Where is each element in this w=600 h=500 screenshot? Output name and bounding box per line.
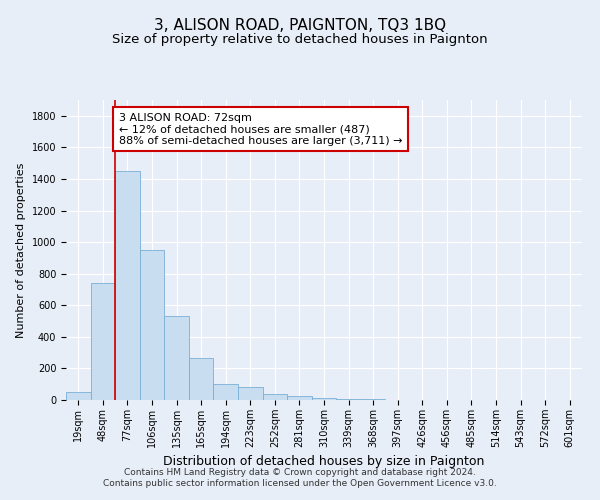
Bar [312, 398, 336, 400]
Bar [164, 316, 189, 400]
Bar [361, 399, 385, 400]
Text: Size of property relative to detached houses in Paignton: Size of property relative to detached ho… [112, 32, 488, 46]
Bar [214, 384, 238, 400]
Text: 3 ALISON ROAD: 72sqm
← 12% of detached houses are smaller (487)
88% of semi-deta: 3 ALISON ROAD: 72sqm ← 12% of detached h… [119, 112, 403, 146]
Bar [66, 392, 91, 400]
Text: 3, ALISON ROAD, PAIGNTON, TQ3 1BQ: 3, ALISON ROAD, PAIGNTON, TQ3 1BQ [154, 18, 446, 32]
X-axis label: Distribution of detached houses by size in Paignton: Distribution of detached houses by size … [163, 456, 485, 468]
Bar [140, 250, 164, 400]
Bar [336, 398, 361, 400]
Bar [287, 396, 312, 400]
Bar [115, 171, 140, 400]
Text: Contains HM Land Registry data © Crown copyright and database right 2024.
Contai: Contains HM Land Registry data © Crown c… [103, 468, 497, 487]
Bar [263, 394, 287, 400]
Bar [91, 283, 115, 400]
Bar [189, 358, 214, 400]
Bar [238, 388, 263, 400]
Y-axis label: Number of detached properties: Number of detached properties [16, 162, 26, 338]
